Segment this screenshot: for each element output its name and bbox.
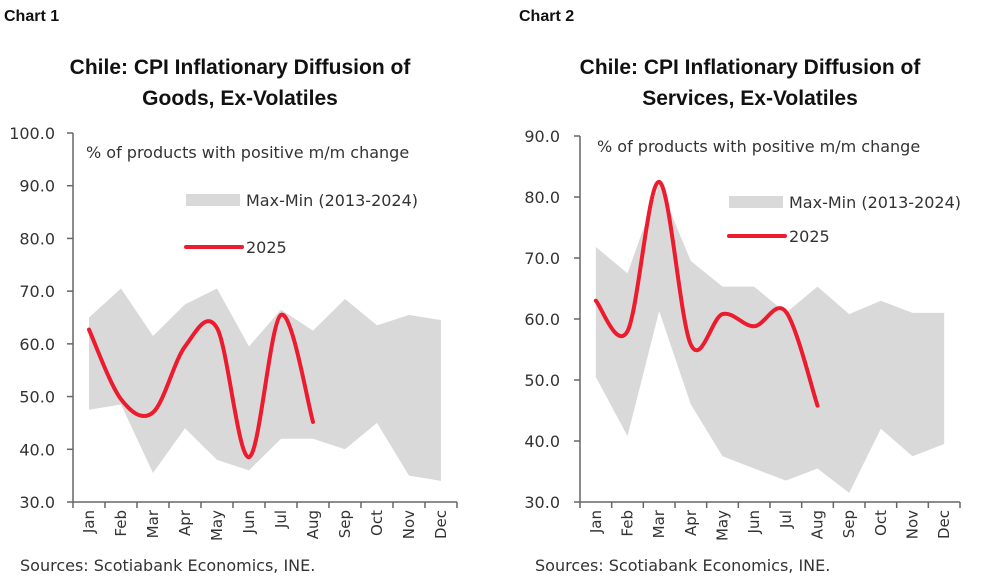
y-tick-label: 80.0 [19, 229, 55, 248]
chart-2-title-line2: Services, Ex-Volatiles [642, 87, 858, 110]
chart-2-title-line1: Chile: CPI Inflationary Diffusion of [579, 56, 921, 79]
legend-line-label: 2025 [246, 238, 287, 257]
y-tick-label: 30.0 [19, 493, 55, 512]
y-tick-label: 70.0 [19, 282, 55, 301]
x-tick-label: Jan [80, 510, 98, 534]
chart-2-label: Chart 2 [519, 8, 575, 25]
x-tick-label: Jul [272, 510, 290, 529]
x-tick-label: Dec [935, 510, 953, 539]
y-tick-label: 90.0 [19, 177, 55, 196]
series-2025-line [87, 312, 315, 460]
x-tick-label: Nov [904, 510, 922, 539]
chart-1-title: Chile: CPI Inflationary Diffusion of Goo… [0, 52, 480, 114]
chart-1-panel: Chart 1 Chile: CPI Inflationary Diffusio… [0, 8, 480, 575]
y-tick-label: 50.0 [524, 371, 560, 390]
chart-2-title: Chile: CPI Inflationary Diffusion of Ser… [510, 52, 990, 114]
x-tick-label: Aug [304, 510, 322, 539]
series-2025-line [593, 179, 820, 408]
x-tick-label: Apr [176, 509, 194, 536]
chart-2-source: Sources: Scotiabank Economics, INE. [535, 556, 831, 575]
x-tick-label: Oct [872, 510, 890, 536]
x-tick-label: Apr [682, 509, 700, 536]
x-tick-label: Aug [809, 510, 827, 539]
legend-band-label: Max-Min (2013-2024) [246, 191, 418, 210]
x-tick-label: Mar [144, 509, 162, 538]
y-tick-label: 40.0 [524, 432, 560, 451]
chart-1-source: Sources: Scotiabank Economics, INE. [20, 556, 316, 575]
x-tick-label: Jul [777, 510, 795, 529]
x-tick-label: Sep [336, 510, 354, 538]
x-tick-label: Mar [650, 509, 668, 538]
axes [574, 135, 961, 508]
x-tick-label: Feb [112, 510, 130, 537]
chart-1-title-line2: Goods, Ex-Volatiles [142, 87, 338, 110]
x-tick-label: May [714, 510, 732, 541]
y-tick-label: 70.0 [524, 249, 560, 268]
chart-1-label: Chart 1 [4, 8, 60, 25]
y-axis-note: % of products with positive m/m change [86, 143, 409, 162]
y-tick-label: 60.0 [524, 310, 560, 329]
y-tick-label: 50.0 [19, 388, 55, 407]
x-tick-label: Sep [840, 510, 858, 538]
axes [67, 132, 458, 508]
x-tick-label: Jun [240, 510, 258, 534]
y-axis-note: % of products with positive m/m change [597, 137, 920, 156]
chart-2-plot: 90.0 80.0 70.0 60.0 50.0 40.0 30.0 Jan Feb Mar Apr… [524, 127, 961, 541]
x-tick-label: Oct [368, 510, 386, 536]
chart-1-title-line1: Chile: CPI Inflationary Diffusion of [69, 56, 411, 79]
chart-2-panel: Chart 2 Chile: CPI Inflationary Diffusio… [497, 0, 994, 579]
x-tick-label: Jan [587, 510, 605, 534]
y-tick-label: 90.0 [524, 127, 560, 146]
legend-band-swatch [729, 196, 783, 208]
y-tick-label: 30.0 [524, 493, 560, 512]
y-tick-label: 80.0 [524, 188, 560, 207]
x-tick-label: Feb [619, 510, 637, 537]
x-tick-label: Nov [400, 510, 418, 539]
y-tick-label: 40.0 [19, 440, 55, 459]
chart-1-plot: 100.0 90.0 80.0 70.0 60.0 50.0 40.0 30.0 Jan Feb M… [9, 124, 458, 541]
max-min-band [595, 184, 945, 493]
x-tick-label: May [208, 510, 226, 541]
legend-band-label: Max-Min (2013-2024) [789, 193, 961, 212]
x-tick-label: Dec [432, 510, 450, 539]
x-tick-label: Jun [745, 510, 763, 534]
y-tick-label: 60.0 [19, 335, 55, 354]
legend-line-label: 2025 [789, 227, 830, 246]
y-tick-label: 100.0 [9, 124, 55, 143]
legend-band-swatch [186, 194, 240, 206]
